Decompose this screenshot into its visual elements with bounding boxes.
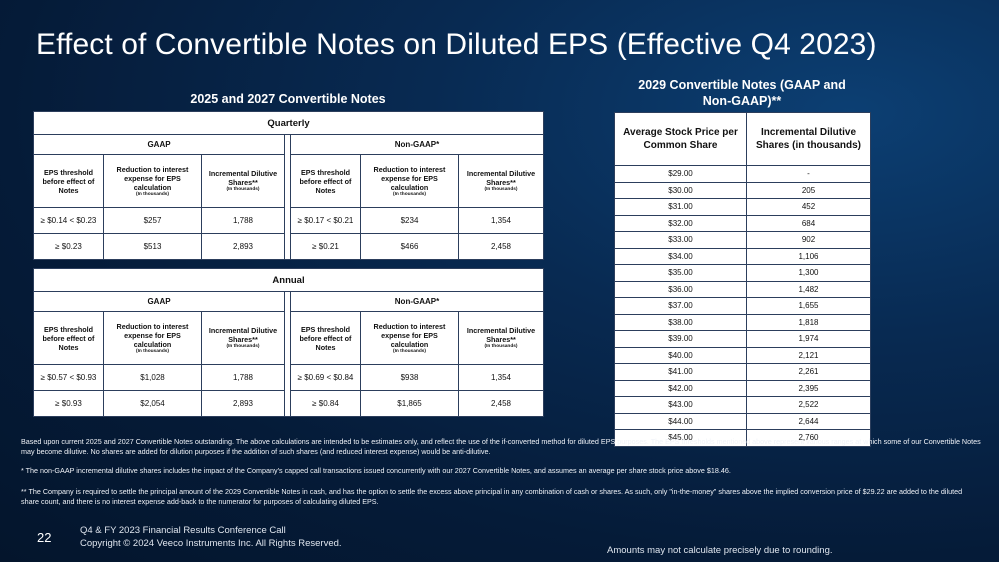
stock-price-cell: $32.00 <box>614 214 747 232</box>
col-dilutive-shares: Incremental Dilutive Shares** (In thousan… <box>201 311 285 365</box>
stock-price-cell: $42.00 <box>614 379 747 397</box>
dilutive-shares-cell: 1,300 <box>746 264 871 282</box>
table-row: $39.00 1,974 <box>614 330 871 348</box>
table-row: $42.00 2,395 <box>614 379 871 397</box>
table-row: $32.00 684 <box>614 214 871 232</box>
dilutive-shares-cell: 1,655 <box>746 297 871 315</box>
stock-price-cell: $34.00 <box>614 247 747 265</box>
table-row: ≥ $0.93 $2,054 2,893 ≥ $0.84 $1,865 2,45… <box>33 390 545 417</box>
col-avg-stock-price: Average Stock Price per Common Share <box>614 112 747 166</box>
stock-price-cell: $35.00 <box>614 264 747 282</box>
dilutive-shares-cell: - <box>746 165 871 183</box>
dilutive-shares-cell: 1,482 <box>746 280 871 298</box>
stock-price-cell: $36.00 <box>614 280 747 298</box>
stock-price-cell: $44.00 <box>614 412 747 430</box>
table-row: $38.00 1,818 <box>614 313 871 331</box>
dilutive-shares-cell: 1,106 <box>746 247 871 265</box>
stock-price-cell: $41.00 <box>614 363 747 381</box>
dilutive-shares-cell: 2,261 <box>746 363 871 381</box>
dilutive-shares-cell: 205 <box>746 181 871 199</box>
dilutive-shares-cell: 2,522 <box>746 396 871 414</box>
table-row: $36.00 1,482 <box>614 280 871 298</box>
table-row: ≥ $0.57 < $0.93 $1,028 1,788 ≥ $0.69 < $… <box>33 364 545 391</box>
nongaap-label: Non-GAAP* <box>290 134 544 155</box>
dilutive-shares-cell: 2,395 <box>746 379 871 397</box>
table-row: $40.00 2,121 <box>614 346 871 364</box>
col-eps-threshold: EPS threshold before effect of Notes <box>290 311 361 365</box>
stock-price-cell: $30.00 <box>614 181 747 199</box>
dilutive-shares-cell: 452 <box>746 198 871 216</box>
dilutive-shares-cell: 2,121 <box>746 346 871 364</box>
table-row: $43.00 2,522 <box>614 396 871 414</box>
stock-price-cell: $45.00 <box>614 429 747 447</box>
stock-price-cell: $29.00 <box>614 165 747 183</box>
table-row: ≥ $0.14 < $0.23 $257 1,788 ≥ $0.17 < $0.… <box>33 207 544 234</box>
dilutive-shares-cell: 2,644 <box>746 412 871 430</box>
col-eps-threshold: EPS threshold before effect of Notes <box>33 154 104 208</box>
stock-price-cell: $43.00 <box>614 396 747 414</box>
quarterly-table: Quarterly GAAP Non-GAAP* EPS threshold b… <box>33 111 544 260</box>
page-number: 22 <box>37 530 52 545</box>
table-row: $34.00 1,106 <box>614 247 871 265</box>
table-row: $45.00 2,760 <box>614 429 871 447</box>
right-heading: 2029 Convertible Notes (GAAP and Non-GAA… <box>638 78 846 108</box>
dilutive-shares-cell: 902 <box>746 231 871 249</box>
stock-price-cell: $40.00 <box>614 346 747 364</box>
table-row: $33.00 902 <box>614 231 871 249</box>
stock-price-cell: $33.00 <box>614 231 747 249</box>
left-heading: 2025 and 2027 Convertible Notes <box>190 92 386 106</box>
col-interest-reduction: Reduction to interest expense for EPS ca… <box>360 311 459 365</box>
col-dilutive-shares: Incremental Dilutive Shares** (In thousan… <box>457 311 545 365</box>
annual-caption: Annual <box>32 268 545 292</box>
table-row: $29.00- <box>614 165 871 183</box>
table-row: ≥ $0.23 $513 2,893 ≥ $0.21 $466 2,458 <box>33 233 544 260</box>
stock-price-cell: $31.00 <box>614 198 747 216</box>
col-interest-reduction: Reduction to interest expense for EPS ca… <box>103 154 202 208</box>
footer-conference: Q4 & FY 2023 Financial Results Conferenc… <box>80 525 286 536</box>
table-row: $31.00 452 <box>614 198 871 216</box>
gaap-label: GAAP <box>33 291 285 312</box>
dilutive-shares-cell: 684 <box>746 214 871 232</box>
nongaap-label: Non-GAAP* <box>289 291 545 312</box>
quarterly-caption: Quarterly <box>33 111 544 135</box>
table-row: $44.00 2,644 <box>614 412 871 430</box>
convertible-2029-table: Average Stock Price per Common Share Inc… <box>614 112 871 447</box>
stock-price-cell: $38.00 <box>614 313 747 331</box>
table-row: $37.00 1,655 <box>614 297 871 315</box>
footnote-star: * The non-GAAP incremental dilutive shar… <box>21 466 731 475</box>
col-eps-threshold: EPS threshold before effect of Notes <box>33 311 104 365</box>
page-title: Effect of Convertible Notes on Diluted E… <box>36 28 877 61</box>
table-row: $35.00 1,300 <box>614 264 871 282</box>
annual-table: Annual GAAP Non-GAAP* EPS threshold befo… <box>32 268 545 417</box>
col-dilutive-shares: Incremental Dilutive Shares** (In thousan… <box>458 154 544 208</box>
footnote-basis: Based upon current 2025 and 2027 Convert… <box>21 437 981 456</box>
table-row: $41.00 2,261 <box>614 363 871 381</box>
stock-price-cell: $37.00 <box>614 297 747 315</box>
rounding-note: Amounts may not calculate precisely due … <box>607 545 833 556</box>
table-row: $30.00 205 <box>614 181 871 199</box>
dilutive-shares-cell: 1,974 <box>746 330 871 348</box>
dilutive-shares-cell: 1,818 <box>746 313 871 331</box>
col-interest-reduction: Reduction to interest expense for EPS ca… <box>103 311 202 365</box>
col-interest-reduction: Reduction to interest expense for EPS ca… <box>360 154 459 208</box>
stock-price-cell: $39.00 <box>614 330 747 348</box>
dilutive-shares-cell: 2,760 <box>746 429 871 447</box>
col-incremental-shares: Incremental Dilutive Shares (in thousand… <box>746 112 871 166</box>
gaap-label: GAAP <box>33 134 285 155</box>
footer-copyright: Copyright © 2024 Veeco Instruments Inc. … <box>80 538 342 549</box>
col-dilutive-shares: Incremental Dilutive Shares** (In thousan… <box>201 154 285 208</box>
col-eps-threshold: EPS threshold before effect of Notes <box>290 154 361 208</box>
footnote-double-star: ** The Company is required to settle the… <box>21 487 963 506</box>
